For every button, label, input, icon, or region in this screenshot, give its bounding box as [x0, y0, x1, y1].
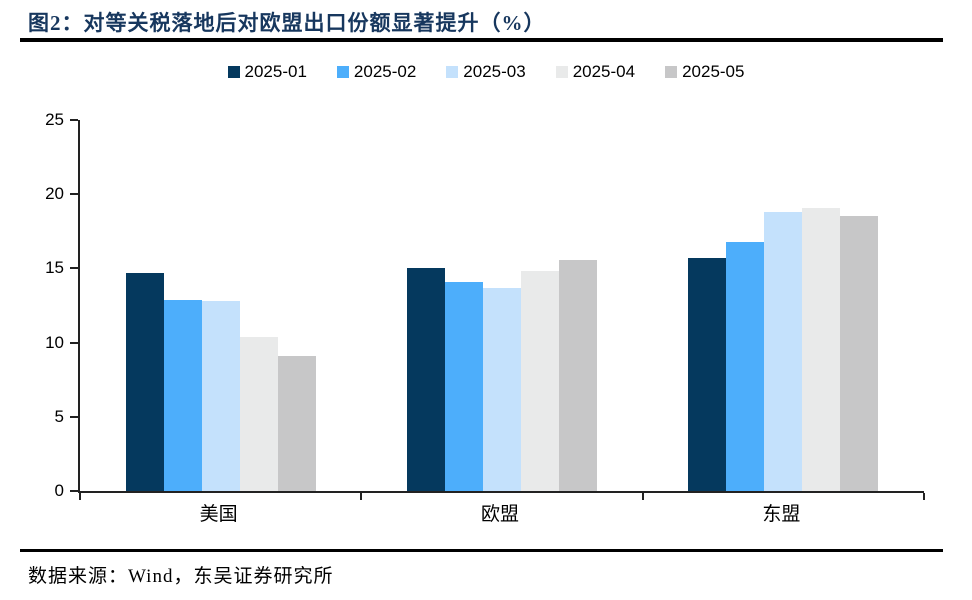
bar: [277, 355, 316, 491]
legend-item: 2025-04: [555, 62, 636, 82]
y-tick-label: 15: [45, 258, 64, 278]
y-tick-mark: [70, 341, 78, 344]
x-tick-mark: [79, 493, 81, 500]
x-tick-mark: [641, 493, 644, 500]
legend-swatch-icon: [446, 66, 459, 78]
bar: [163, 299, 202, 491]
legend-label: 2025-02: [353, 62, 417, 81]
legend-label: 2025-05: [682, 62, 745, 81]
legend-label: 2025-01: [244, 62, 307, 81]
legend-swatch-icon: [665, 66, 678, 78]
bar: [201, 301, 240, 491]
bar: [444, 281, 483, 491]
bar-group: [80, 120, 361, 491]
bar-group: [643, 120, 924, 491]
bar: [482, 287, 521, 491]
x-axis-labels: 美国 欧盟 东盟: [78, 499, 922, 526]
legend-swatch-icon: [227, 66, 240, 78]
bar: [688, 258, 727, 491]
bar: [520, 271, 559, 491]
y-tick-label: 20: [45, 184, 64, 204]
x-tick-mark: [923, 493, 925, 500]
legend-swatch-icon: [555, 66, 568, 78]
x-category-label: 东盟: [762, 504, 801, 525]
legend-item: 2025-02: [336, 62, 417, 82]
data-source: 数据来源：Wind，东吴证券研究所: [28, 566, 334, 587]
y-tick-label: 0: [54, 481, 64, 500]
y-tick-label: 10: [45, 332, 64, 352]
y-tick-mark: [70, 490, 78, 492]
legend-item: 2025-05: [665, 62, 744, 82]
bar-group: [361, 120, 642, 491]
legend: 2025-01 2025-02 2025-03 2025-04 2025-05: [0, 62, 972, 82]
bar: [726, 241, 765, 491]
y-axis-labels: 0 5 10 15 20 25: [0, 110, 64, 500]
legend-swatch-icon: [336, 66, 349, 78]
bar: [406, 268, 445, 491]
plot-area: [70, 119, 925, 500]
legend-label: 2025-03: [463, 62, 526, 81]
bar: [125, 272, 164, 491]
bar-groups: [80, 120, 924, 491]
bar: [802, 207, 841, 491]
bar: [239, 336, 278, 491]
bar: [558, 259, 597, 491]
footer-divider: [20, 549, 943, 552]
y-tick-label: 25: [45, 110, 64, 129]
y-tick-mark: [70, 415, 78, 418]
title-divider: [20, 38, 943, 42]
legend-item: 2025-01: [227, 62, 307, 82]
x-tick-mark: [360, 493, 363, 500]
chart-title: 图2：对等关税落地后对欧盟出口份额显著提升（%）: [28, 11, 546, 35]
x-category-label: 欧盟: [480, 504, 519, 525]
bar: [764, 212, 803, 491]
bar: [840, 216, 879, 491]
y-tick-mark: [70, 193, 78, 196]
y-tick-mark: [70, 267, 78, 270]
y-tick-label: 5: [54, 406, 64, 426]
x-category-label: 美国: [199, 504, 238, 525]
legend-label: 2025-04: [572, 62, 636, 81]
legend-item: 2025-03: [446, 62, 526, 82]
y-tick-mark: [70, 119, 78, 121]
